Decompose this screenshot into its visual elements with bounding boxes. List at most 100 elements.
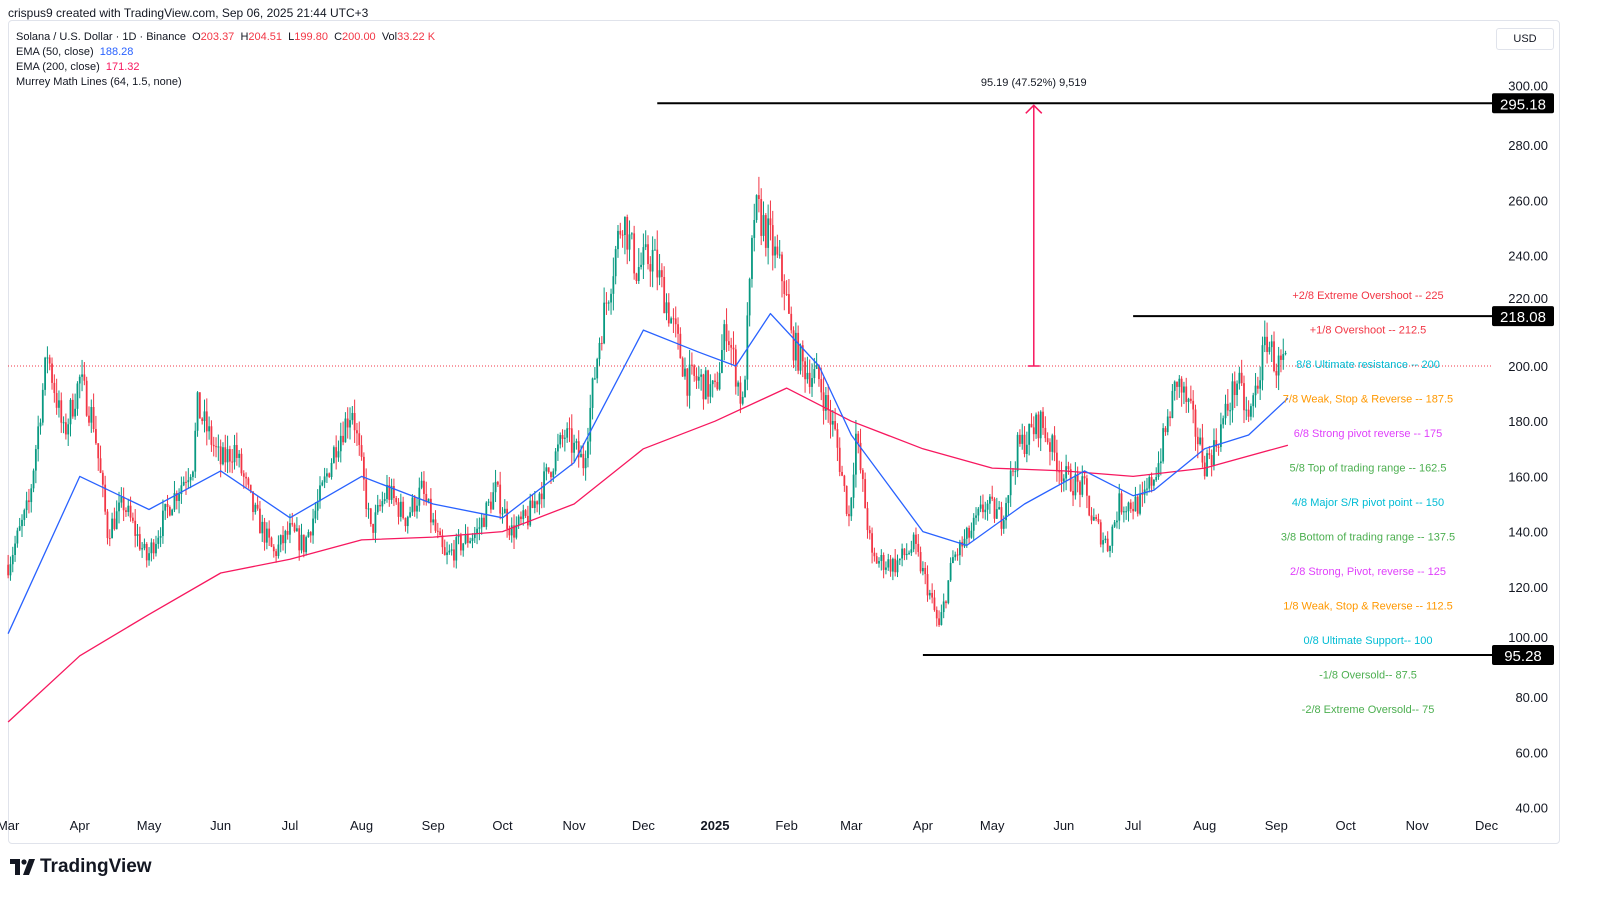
candle	[818, 365, 820, 380]
candle	[619, 230, 622, 235]
candle	[1028, 423, 1031, 445]
candle	[1236, 383, 1238, 396]
candle	[995, 509, 998, 519]
candle	[561, 435, 564, 439]
candle	[1261, 345, 1264, 381]
candle	[60, 400, 63, 423]
candle	[374, 512, 377, 533]
candle	[723, 324, 726, 351]
candle	[649, 264, 652, 272]
candle	[928, 592, 931, 596]
candle	[256, 504, 259, 509]
candle	[164, 503, 167, 511]
candle	[1273, 341, 1275, 372]
candle	[365, 479, 368, 509]
candle	[1035, 414, 1037, 435]
currency-button[interactable]: USD	[1496, 28, 1554, 50]
symbol-legend[interactable]: Solana / U.S. Dollar · 1D · Binance O203…	[16, 30, 435, 45]
candle	[1012, 470, 1014, 472]
murrey-level-label: 5/8 Top of trading range -- 162.5	[1290, 463, 1447, 475]
candle	[1215, 440, 1218, 447]
candle	[286, 530, 289, 535]
candle	[885, 567, 887, 570]
candle	[1166, 416, 1169, 433]
x-tick-label: Mar	[0, 818, 20, 833]
candle	[1081, 476, 1084, 495]
candle	[887, 559, 890, 568]
open-label: O	[192, 31, 201, 43]
candle	[1074, 474, 1077, 496]
candle	[203, 411, 206, 422]
candle	[284, 530, 287, 544]
x-tick-label: May	[137, 818, 162, 833]
candle	[739, 382, 742, 404]
candle	[827, 395, 830, 411]
candle	[9, 564, 12, 576]
candle	[1046, 438, 1049, 443]
candle	[968, 527, 970, 538]
candle	[1009, 470, 1012, 496]
x-tick-label: Apr	[913, 818, 934, 833]
candle	[1238, 372, 1241, 384]
candle	[850, 497, 853, 517]
candle	[1219, 424, 1222, 447]
candle	[416, 505, 418, 512]
candle	[753, 219, 756, 238]
x-tick-label: Nov	[1406, 818, 1430, 833]
ema200-value: 171.32	[105, 61, 140, 73]
y-tick-label: 240.00	[1508, 249, 1548, 264]
price-label-box	[1492, 645, 1554, 666]
candle	[917, 543, 920, 553]
candle	[1014, 471, 1017, 473]
candle	[265, 528, 268, 543]
candle	[952, 557, 954, 564]
candle	[402, 501, 405, 519]
candle	[954, 554, 957, 558]
candle	[922, 567, 924, 572]
candle	[958, 541, 961, 556]
candle	[171, 509, 174, 516]
murrey-level-label: 3/8 Bottom of trading range -- 137.5	[1281, 532, 1455, 544]
candle	[64, 422, 67, 435]
candle	[575, 441, 578, 443]
candle	[198, 392, 201, 419]
ema200-legend[interactable]: EMA (200, close) 171.32	[16, 60, 435, 75]
candle	[506, 508, 508, 529]
price-label-box	[1492, 93, 1554, 114]
candle	[1229, 410, 1232, 412]
candle	[905, 553, 908, 556]
y-tick-label: 40.00	[1515, 801, 1548, 816]
candle	[1226, 403, 1229, 411]
high-label: H	[240, 31, 249, 43]
candle	[596, 359, 599, 379]
candle	[157, 537, 160, 544]
candle	[330, 462, 333, 477]
y-tick-label: 220.00	[1508, 291, 1548, 306]
murrey-level-label: 4/8 Major S/R pivot point -- 150	[1292, 497, 1444, 509]
candle	[882, 555, 885, 570]
murrey-legend[interactable]: Murrey Math Lines (64, 1.5, none)	[16, 75, 435, 90]
close-value: 200.00	[342, 31, 376, 43]
candle	[104, 484, 107, 512]
candle	[1000, 507, 1003, 529]
candle	[975, 515, 977, 518]
candle	[58, 400, 60, 408]
ema50-legend[interactable]: EMA (50, close) 188.28	[16, 45, 435, 60]
candle	[113, 518, 116, 530]
candle	[182, 481, 185, 486]
candle	[718, 372, 721, 390]
candle	[1102, 540, 1104, 545]
candle	[466, 533, 469, 543]
candle	[381, 501, 384, 507]
candle	[175, 493, 178, 501]
candle	[684, 368, 686, 377]
candle	[23, 510, 26, 520]
candle	[1231, 381, 1234, 411]
brand-name: TradingView	[40, 856, 152, 877]
candle	[44, 357, 46, 390]
candle	[326, 473, 328, 477]
candle	[704, 370, 707, 400]
tradingview-logo[interactable]: TradingView	[10, 856, 152, 878]
candle	[804, 361, 806, 380]
